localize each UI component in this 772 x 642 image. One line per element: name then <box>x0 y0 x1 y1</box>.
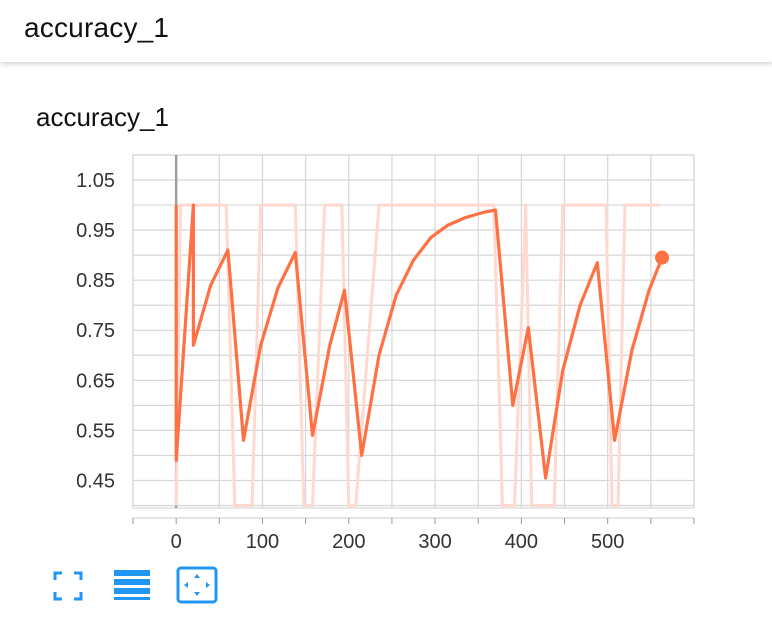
last-point-marker[interactable] <box>655 250 670 265</box>
x-tick-label: 200 <box>332 531 365 553</box>
x-tick-label: 500 <box>591 531 624 553</box>
y-tick-label: 0.75 <box>76 320 115 342</box>
x-tick-label: 400 <box>505 531 538 553</box>
plot-frame <box>132 154 695 509</box>
y-tick-label: 0.65 <box>76 370 115 392</box>
y-tick-label: 0.45 <box>76 470 115 492</box>
smoothed-series-line <box>174 203 664 480</box>
x-tick-label: 0 <box>171 531 182 553</box>
chart-title: accuracy_1 <box>36 102 169 132</box>
x-tick-label: 100 <box>246 531 279 553</box>
fullscreen-button[interactable] <box>48 566 88 606</box>
raw-series-line <box>174 203 660 507</box>
fit-domain-button[interactable] <box>176 566 218 606</box>
header-bar: accuracy_1 <box>0 0 772 62</box>
data-table-icon <box>114 570 150 600</box>
y-tick-label: 0.55 <box>76 420 115 442</box>
fit-domain-icon <box>176 566 218 604</box>
fullscreen-icon <box>53 571 83 601</box>
y-tick-label: 1.05 <box>76 170 115 192</box>
data-table-button[interactable] <box>112 566 152 606</box>
chart-series <box>174 203 664 507</box>
x-tick-label: 300 <box>418 531 451 553</box>
y-tick-label: 0.85 <box>76 270 115 292</box>
y-tick-label: 0.95 <box>76 220 115 242</box>
header-title: accuracy_1 <box>24 12 170 43</box>
chart-axes: 0 100 200 300 400 500 0.45 0.55 0.65 0.75 0.85 0.95… <box>76 155 695 553</box>
